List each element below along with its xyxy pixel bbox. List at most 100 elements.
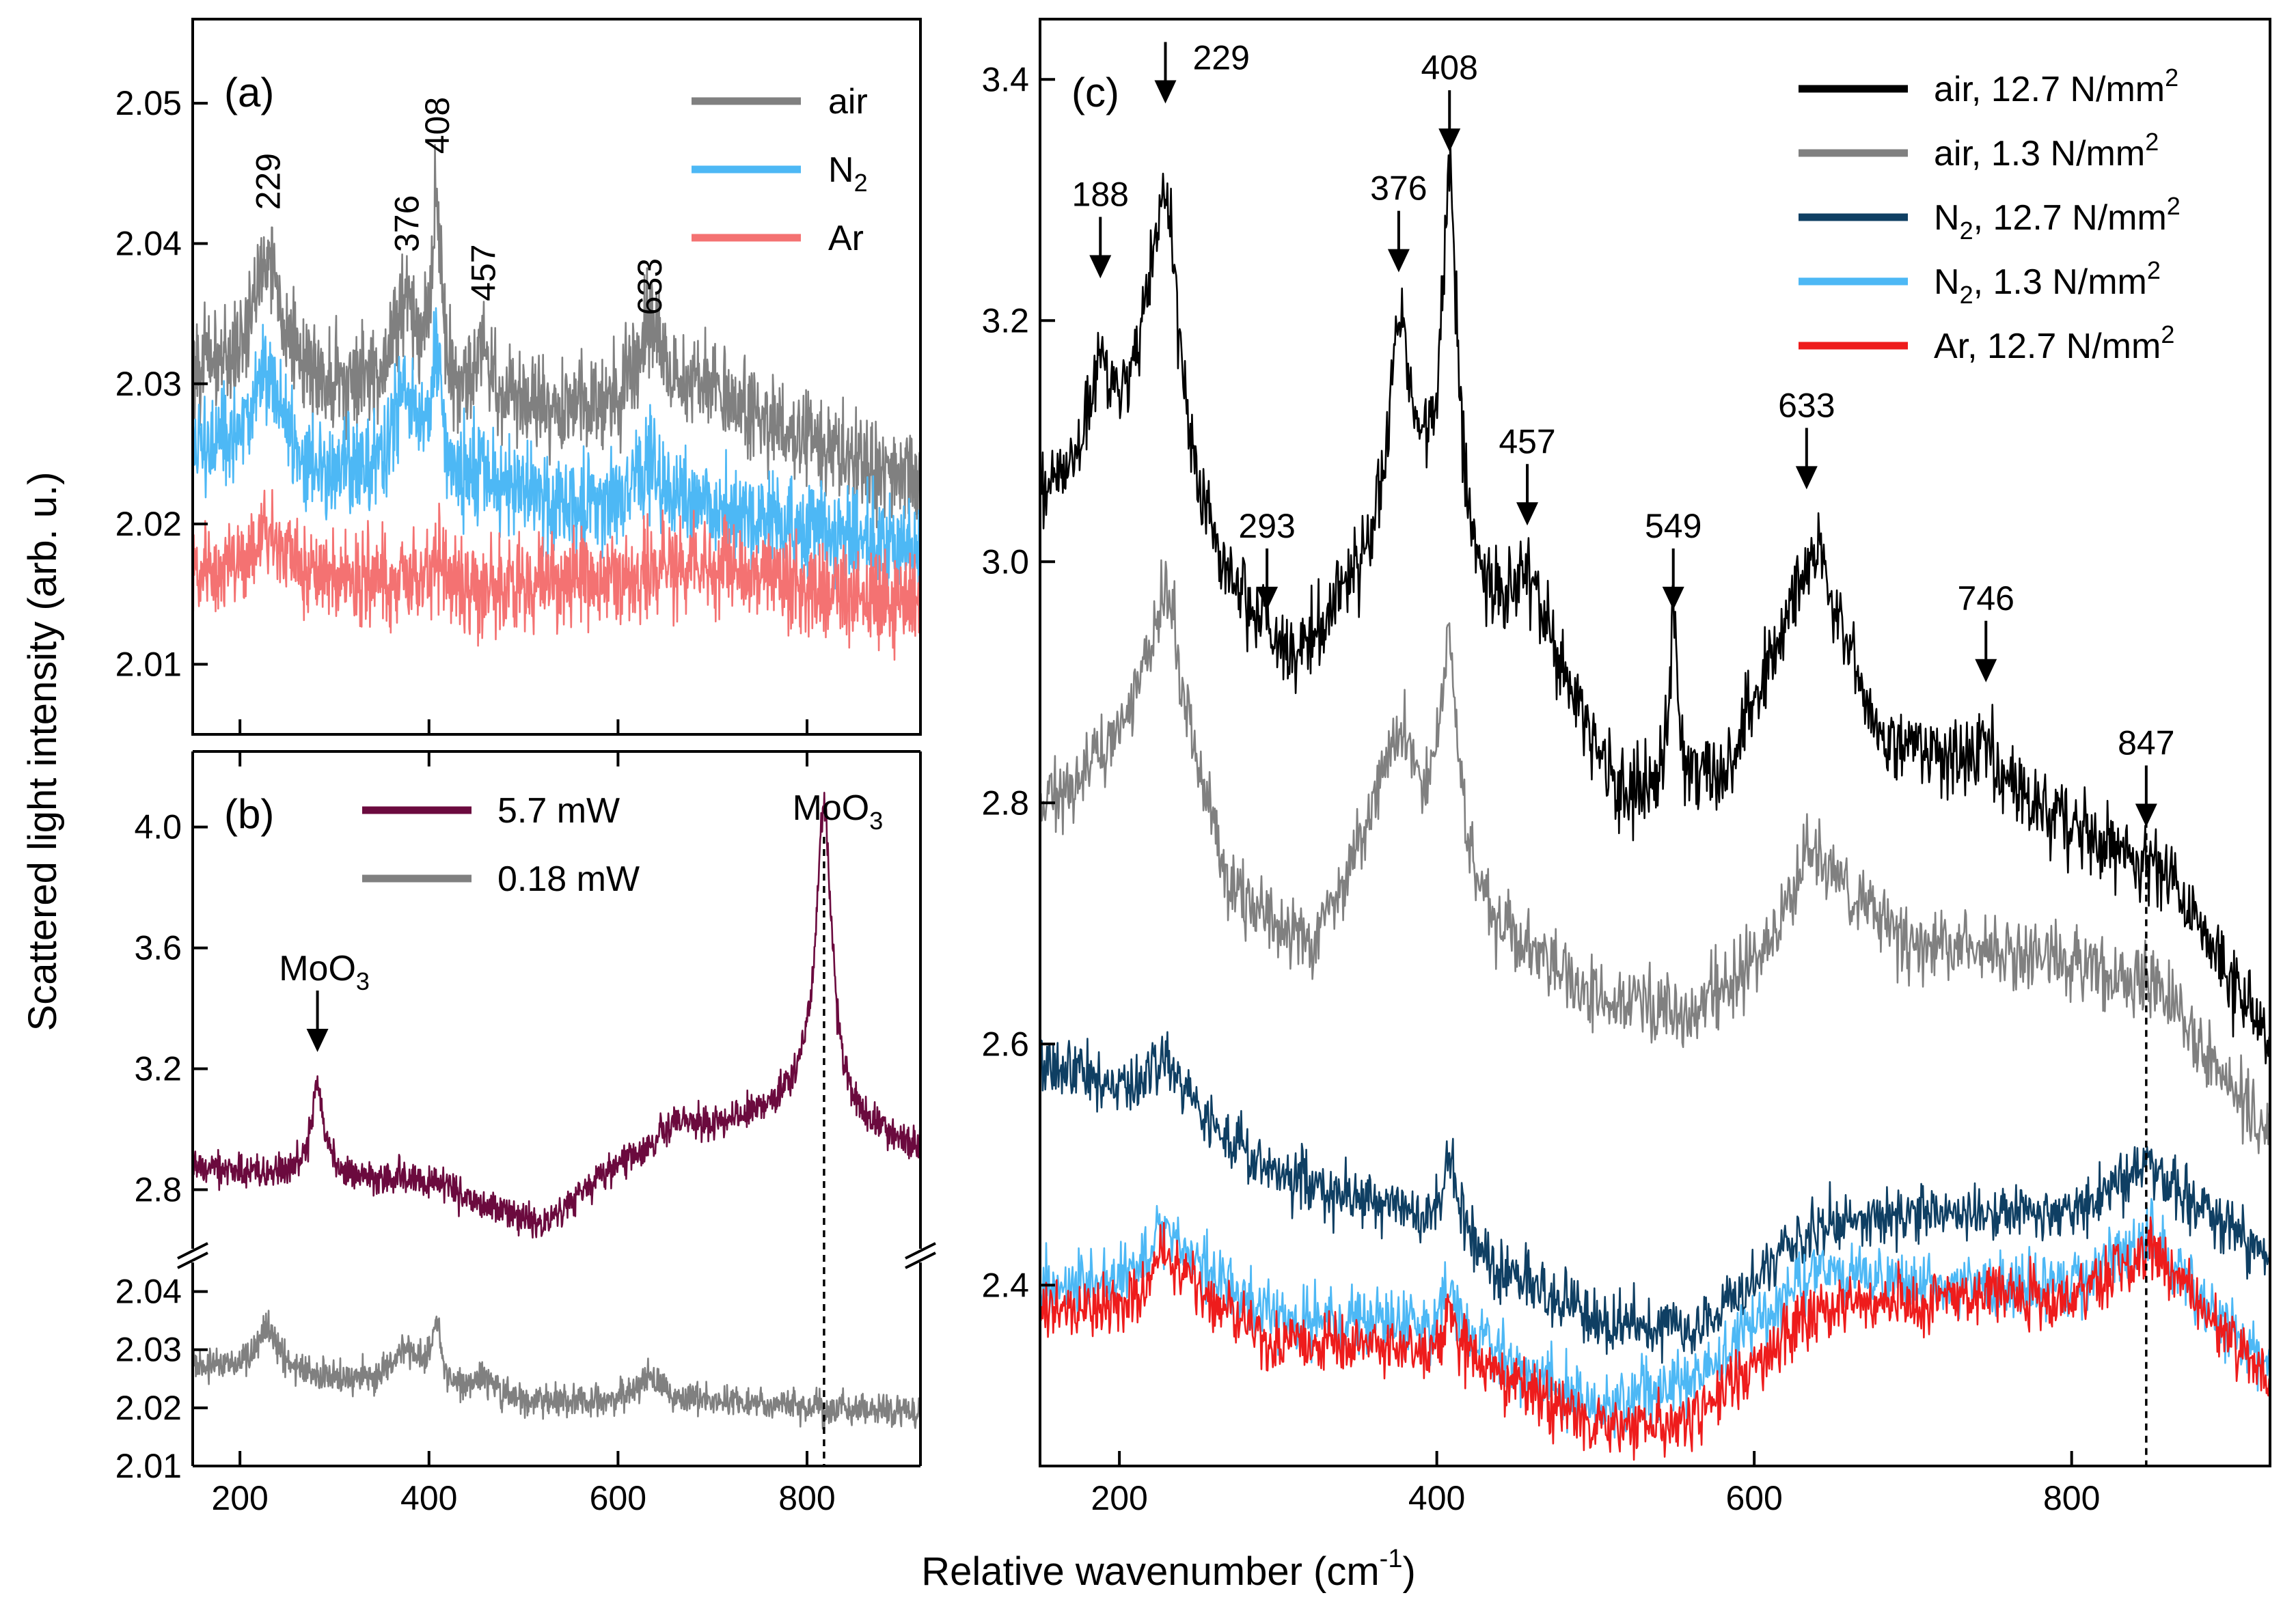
panel-b-legend-label-1: 0.18 mW — [497, 859, 640, 899]
x-axis-title-sup: -1 — [1380, 1545, 1403, 1573]
panel-c-peak-label-5: 457 — [1499, 422, 1555, 460]
panel-c-ytick-label-3: 3.0 — [981, 542, 1029, 581]
panel-b-break-mark-a-1 — [905, 1242, 936, 1260]
panel-c-peak-arrow-8 — [1975, 620, 1997, 682]
panel-b-annotation-arrow-0-head — [306, 1029, 329, 1052]
panel-a-series-1 — [191, 307, 922, 600]
panel-c-xtick-label-1: 400 — [1408, 1479, 1465, 1517]
panel-b-break-gap-1 — [903, 1249, 938, 1262]
panel-c-peak-arrow-3 — [1387, 210, 1410, 273]
panel-c-peak-arrow-0 — [1089, 217, 1112, 279]
panel-c-peak-label-0: 188 — [1072, 175, 1129, 213]
panel-a-legend-label-0: air — [828, 82, 868, 122]
panel-a-frame — [191, 18, 922, 736]
panel-c-peak-arrow-4-head — [1438, 128, 1461, 152]
panel-a-ytick-label-0: 2.01 — [115, 645, 182, 683]
panel-b-seg1-ytick-label-2: 2.03 — [115, 1331, 182, 1369]
panel-c-ytick-label-5: 3.4 — [981, 60, 1029, 98]
panel-c-peak-arrow-9 — [2135, 765, 2157, 827]
panel-a-ytick-label-4: 2.05 — [115, 84, 182, 122]
panel-c-peak-label-9: 847 — [2118, 724, 2174, 762]
panel-b-seg1-ytick-label-0: 2.01 — [115, 1447, 182, 1485]
panel-c-peak-arrow-0-head — [1089, 255, 1112, 279]
panel-b-seg0-ytick-label-0: 2.8 — [134, 1171, 182, 1209]
panel-a-series-0 — [191, 143, 922, 529]
panel-b-seg0-ytick-label-2: 3.6 — [134, 929, 182, 967]
panel-a-legend-label-2: Ar — [828, 219, 864, 258]
panel-c-peak-arrow-2 — [1256, 548, 1279, 610]
panel-c-legend-label-2: N2, 12.7 N/mm2 — [1934, 192, 2181, 245]
panel-b-break-mark-a-0 — [177, 1242, 208, 1260]
panel-c-xtick-label-0: 200 — [1091, 1479, 1147, 1517]
panel-b-annotation-arrow-0 — [306, 991, 329, 1052]
panel-a-label: (a) — [224, 70, 274, 115]
panel-c-peak-arrow-5 — [1516, 464, 1539, 526]
panel-c-legend-label-1: air, 1.3 N/mm2 — [1934, 128, 2159, 174]
panel-b-xtick-label-0: 200 — [211, 1479, 268, 1517]
panel-c-peak-arrow-4 — [1438, 90, 1461, 152]
x-axis-title: Relative wavenumber (cm-1) — [921, 1545, 1416, 1594]
panel-b-seg0-ytick-label-1: 3.2 — [134, 1050, 182, 1088]
panel-c-ytick-label-1: 2.6 — [981, 1025, 1029, 1063]
panel-b-seg1-ytick-label-3: 2.04 — [115, 1273, 182, 1311]
panel-b-xtick-label-2: 600 — [590, 1479, 646, 1517]
panel-a-legend-label-1: N2 — [828, 150, 868, 197]
panel-c-peak-label-1: 229 — [1192, 39, 1249, 77]
panel-b-series-1 — [191, 1310, 922, 1431]
panel-c-series-2 — [1039, 1031, 2271, 1364]
panel-c-label: (c) — [1071, 70, 1119, 115]
panel-a-ytick-label-3: 2.04 — [115, 224, 182, 262]
panel-c-peak-arrow-7 — [1795, 428, 1818, 490]
panel-c-peak-label-3: 376 — [1370, 169, 1427, 208]
panel-c-frame — [1039, 18, 2271, 1467]
panel-b-annotation-1: MoO3 — [793, 788, 884, 835]
panel-c-peak-label-7: 633 — [1778, 386, 1835, 424]
panel-c-peak-label-8: 746 — [1958, 579, 2014, 618]
panel-b-label: (b) — [224, 791, 274, 837]
panel-b-seg0-ytick-label-3: 4.0 — [134, 808, 182, 846]
panel-b-seg1-ytick-label-1: 2.02 — [115, 1389, 182, 1427]
panel-c-legend-label-3: N2, 1.3 N/mm2 — [1934, 256, 2161, 309]
panel-a-ytick-label-2: 2.03 — [115, 365, 182, 403]
panel-b-break-mark-b-1 — [905, 1252, 936, 1269]
panel-a-ytick-label-1: 2.02 — [115, 505, 182, 543]
panel-b-annotation-0: MoO3 — [279, 949, 370, 995]
panel-c-peak-arrow-3-head — [1387, 249, 1410, 273]
panel-c-peak-label-4: 408 — [1421, 49, 1478, 87]
panel-a-peak-label-2: 408 — [418, 97, 456, 154]
panel-c-peak-arrow-9-head — [2135, 803, 2157, 827]
panel-c-peak-label-6: 549 — [1645, 507, 1702, 545]
panel-c-series-4 — [1039, 1216, 2271, 1461]
panel-c-series-0 — [1039, 139, 2271, 1065]
panel-b-series-0 — [191, 792, 922, 1239]
panel-b-xtick-label-3: 800 — [778, 1479, 835, 1517]
panel-c-legend-label-0: air, 12.7 N/mm2 — [1934, 64, 2178, 109]
panel-c-peak-arrow-2-head — [1256, 586, 1279, 610]
panel-c-ytick-label-4: 3.2 — [981, 301, 1029, 340]
panel-c-peak-label-2: 293 — [1238, 507, 1295, 545]
panel-c-peak-arrow-5-head — [1516, 502, 1539, 526]
panel-c-peak-arrow-8-head — [1975, 659, 1997, 682]
panel-c-legend-label-4: Ar, 12.7 N/mm2 — [1934, 320, 2174, 366]
panel-a-peak-label-1: 376 — [388, 195, 426, 252]
panel-b-xtick-label-1: 400 — [400, 1479, 457, 1517]
panel-a-series-2 — [191, 488, 922, 661]
panel-a-peak-label-4: 633 — [631, 258, 669, 315]
panel-c-series-1 — [1039, 559, 2271, 1154]
panel-b-legend-label-0: 5.7 mW — [497, 791, 620, 831]
panel-c-peak-arrow-6 — [1662, 548, 1684, 610]
panel-c-xtick-label-3: 800 — [2043, 1479, 2100, 1517]
panel-a-peak-label-3: 457 — [465, 244, 503, 301]
panel-c-peak-arrow-1-head — [1154, 80, 1177, 104]
panel-a-peak-label-0: 229 — [249, 153, 287, 210]
panel-c-peak-arrow-6-head — [1662, 586, 1684, 610]
panel-c-peak-arrow-1 — [1154, 42, 1177, 104]
y-axis-title: Scattered light intensity (arb. u.) — [20, 472, 65, 1032]
panel-c-ytick-label-2: 2.8 — [981, 784, 1029, 822]
panel-c-xtick-label-2: 600 — [1725, 1479, 1782, 1517]
panel-b-break-gap-0 — [175, 1249, 210, 1262]
panel-b-break-mark-b-0 — [177, 1252, 208, 1269]
panel-c-ytick-label-0: 2.4 — [981, 1266, 1029, 1304]
panel-c-peak-arrow-7-head — [1795, 466, 1818, 490]
